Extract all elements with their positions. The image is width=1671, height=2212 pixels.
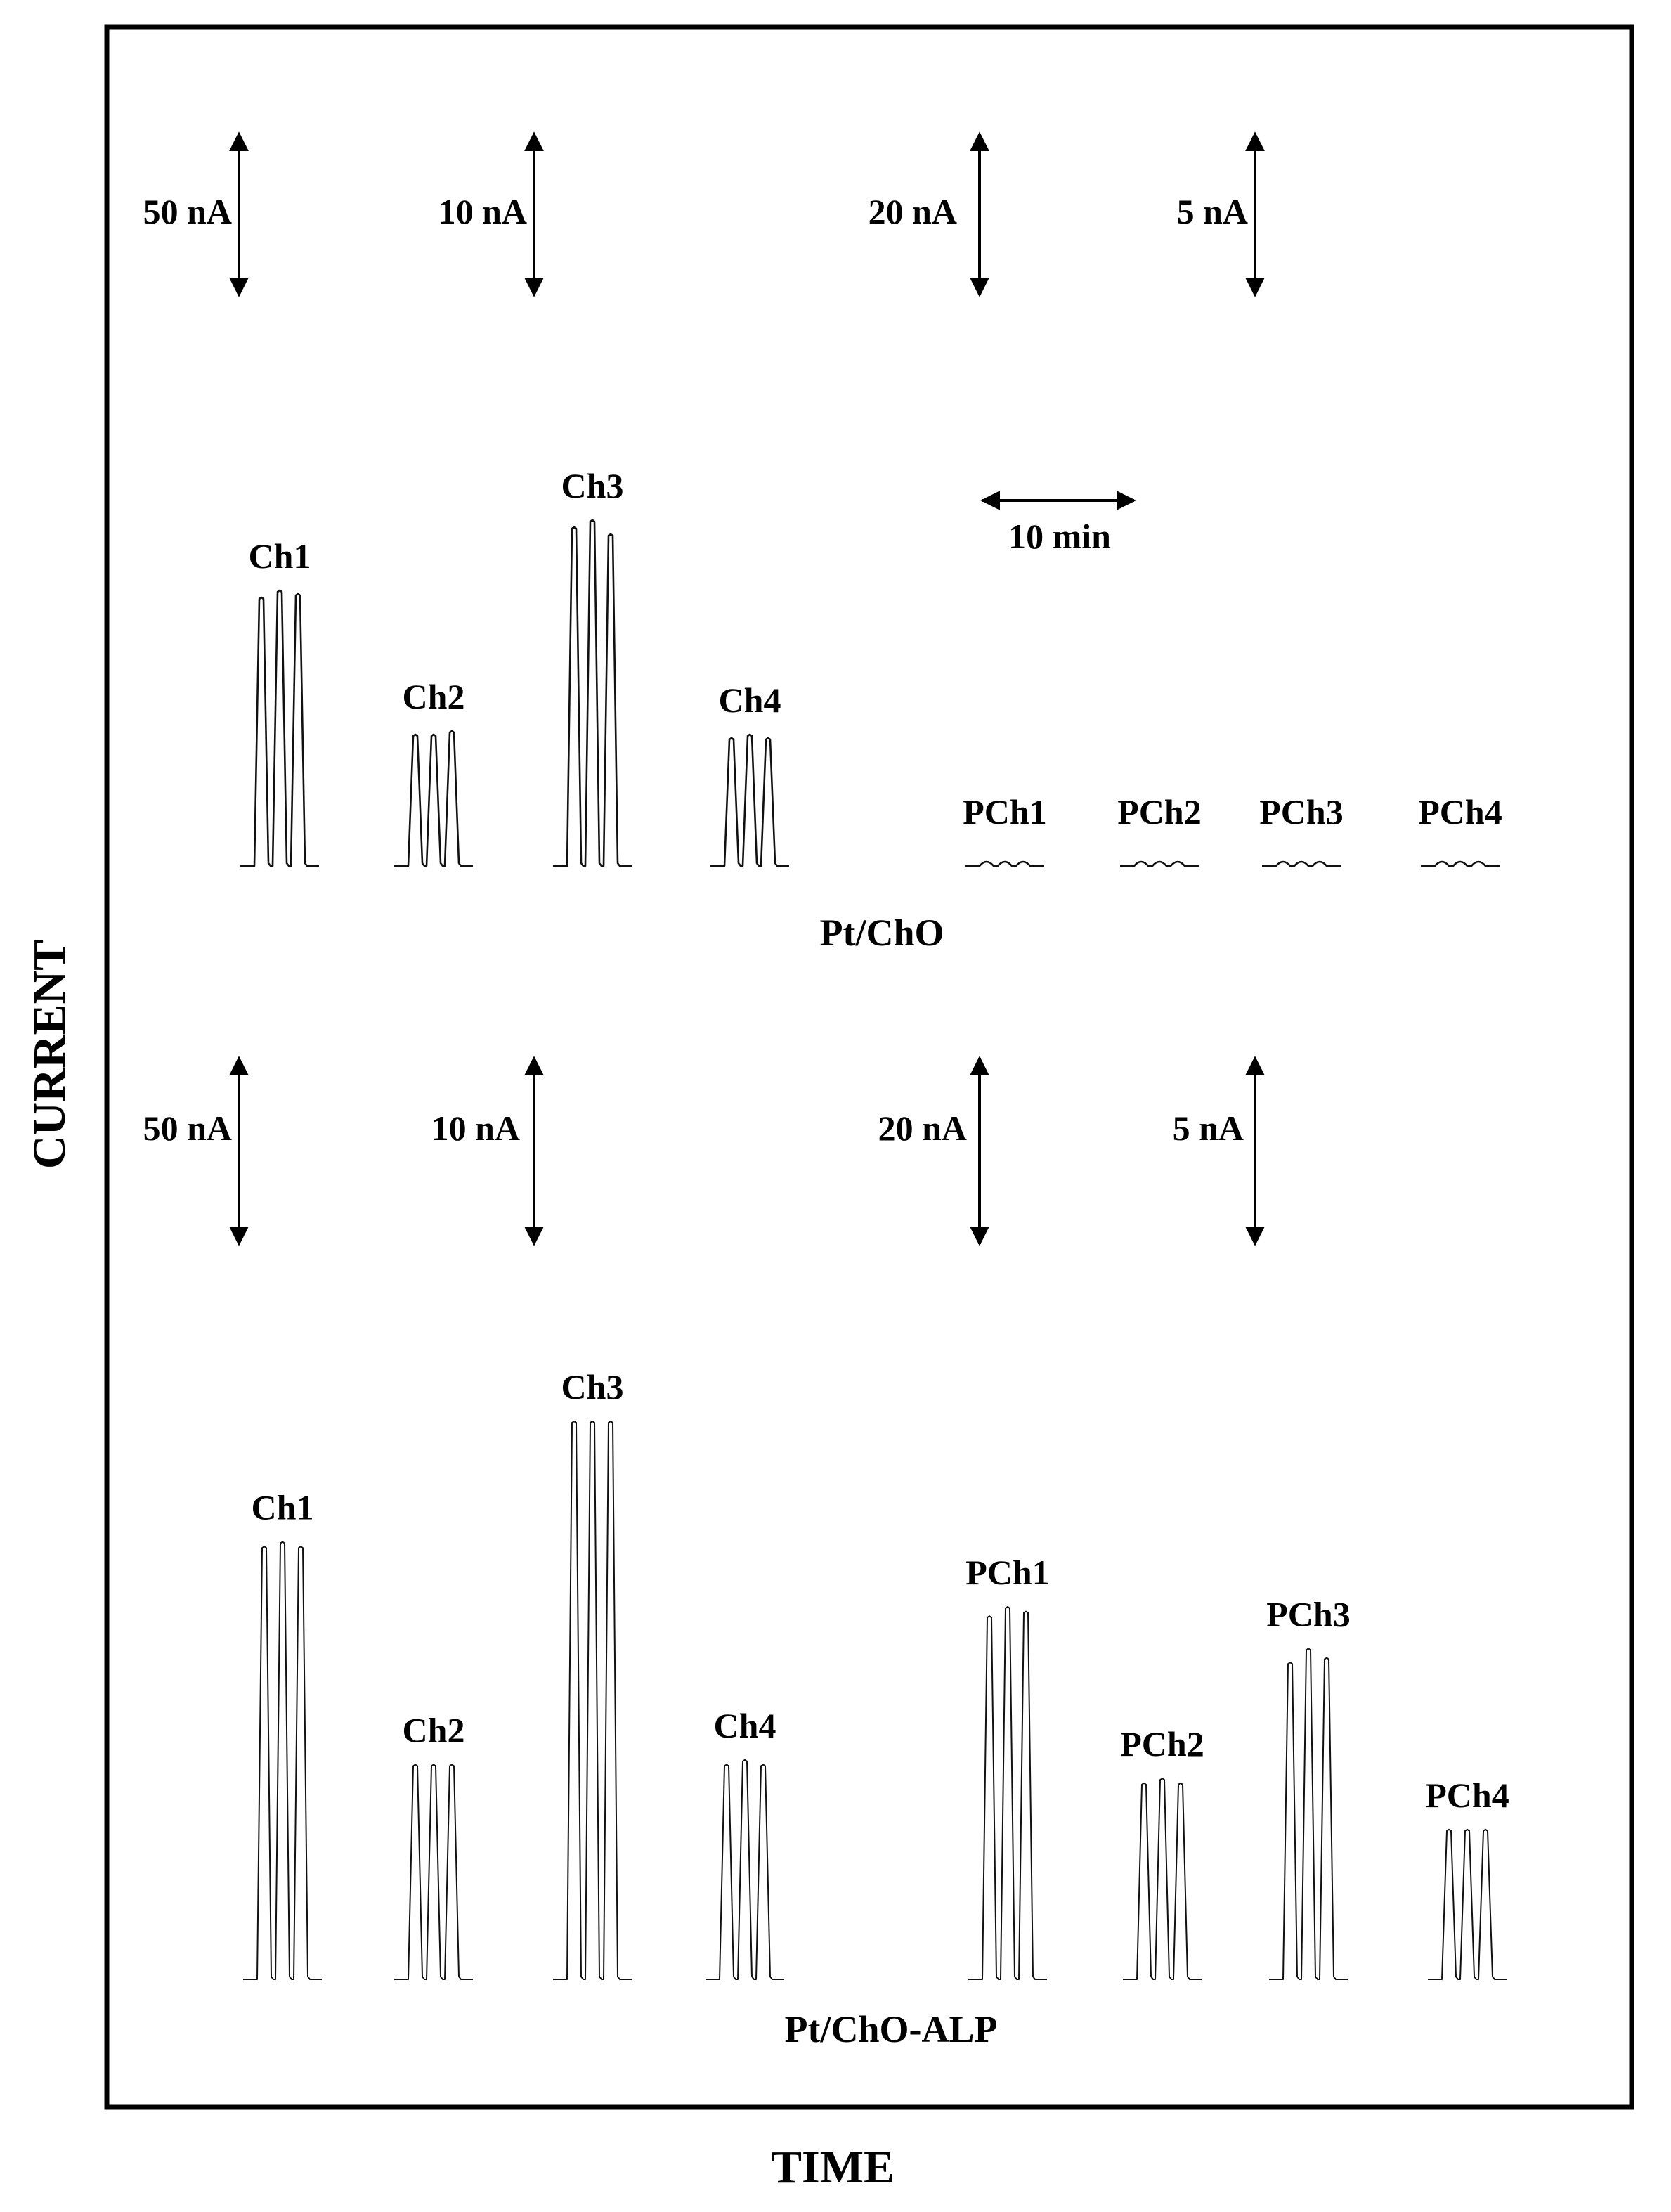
scale-label-50-na: 50 nA xyxy=(143,1108,232,1148)
trace-ch2 xyxy=(394,1764,473,1980)
peak-label-pch4: PCh4 xyxy=(1418,792,1502,832)
trace-ch2 xyxy=(394,730,473,867)
peak-label-ch2: Ch2 xyxy=(403,677,465,716)
panel-pt-cho: Pt/ChO 50 nA 10 nA 20 nA 5 nA Ch1 Ch2 Ch3 Ch4 PCh… xyxy=(143,131,1502,954)
peak-label-pch1: PCh1 xyxy=(965,1553,1049,1592)
peak-group-ch3: Ch3 xyxy=(553,466,632,867)
peak-group-ch2: Ch2 xyxy=(394,677,473,867)
trace-pch3 xyxy=(1262,860,1341,867)
scale-label-20-na: 20 nA xyxy=(869,192,957,231)
trace-pch2 xyxy=(1120,860,1199,867)
peak-group-ch3: Ch3 xyxy=(553,1367,632,1980)
trace-ch1 xyxy=(240,589,319,867)
panel-title: Pt/ChO xyxy=(819,912,944,954)
peak-group-pch2: PCh2 xyxy=(1117,792,1202,867)
peak-label-ch2: Ch2 xyxy=(403,1710,465,1749)
peak-label-pch1: PCh1 xyxy=(963,792,1046,832)
peak-label-ch4: Ch4 xyxy=(714,1706,776,1745)
scale-label-5-na: 5 nA xyxy=(1177,192,1248,231)
peak-label-pch2: PCh2 xyxy=(1117,792,1201,832)
figure-frame xyxy=(104,24,1634,2110)
peak-group-pch2: PCh2 xyxy=(1120,1724,1204,1980)
panel-title: Pt/ChO-ALP xyxy=(785,2008,998,2050)
x-axis-title: TIME xyxy=(771,2142,895,2193)
peak-label-ch3: Ch3 xyxy=(561,1367,624,1406)
trace-pch4 xyxy=(1428,1828,1507,1980)
time-scale-bar: 10 min xyxy=(980,491,1136,556)
peak-label-ch3: Ch3 xyxy=(561,466,624,505)
trace-ch1 xyxy=(243,1541,322,1980)
panel-pt-cho-alp: Pt/ChO-ALP 50 nA 10 nA 20 nA 5 nA Ch1 Ch2 Ch3 Ch… xyxy=(143,1056,1509,2050)
peak-group-pch1: PCh1 xyxy=(963,792,1047,867)
peak-group-ch4: Ch4 xyxy=(706,1706,784,1980)
trace-ch4 xyxy=(710,733,789,867)
trace-ch4 xyxy=(706,1759,784,1980)
y-axis-title: CURRENT xyxy=(24,940,75,1169)
scale-label-20-na: 20 nA xyxy=(878,1108,967,1148)
trace-pch1 xyxy=(965,860,1044,867)
peak-label-ch1: Ch1 xyxy=(252,1488,314,1527)
peak-label-pch2: PCh2 xyxy=(1120,1724,1204,1764)
trace-pch3 xyxy=(1269,1648,1348,1980)
peak-label-pch3: PCh3 xyxy=(1266,1594,1350,1634)
trace-ch3 xyxy=(553,1421,632,1980)
peak-group-pch3: PCh3 xyxy=(1259,792,1344,867)
peak-group-pch4: PCh4 xyxy=(1418,792,1502,867)
peak-label-pch3: PCh3 xyxy=(1259,792,1343,832)
trace-pch1 xyxy=(968,1606,1047,1980)
peak-group-pch1: PCh1 xyxy=(965,1553,1050,1980)
trace-pch2 xyxy=(1123,1778,1202,1980)
scale-label-50-na: 50 nA xyxy=(143,192,232,231)
peak-label-ch4: Ch4 xyxy=(719,680,781,720)
peak-group-ch1: Ch1 xyxy=(243,1488,322,1980)
scale-label-10-na: 10 nA xyxy=(438,192,527,231)
scale-label-5-na: 5 nA xyxy=(1173,1108,1244,1148)
peak-label-pch4: PCh4 xyxy=(1425,1776,1509,1815)
peak-group-pch3: PCh3 xyxy=(1266,1594,1351,1980)
trace-pch4 xyxy=(1421,860,1500,867)
peak-group-ch1: Ch1 xyxy=(240,536,319,867)
peak-group-ch4: Ch4 xyxy=(710,680,789,867)
peak-label-ch1: Ch1 xyxy=(249,536,311,576)
peak-group-ch2: Ch2 xyxy=(394,1710,473,1980)
trace-ch3 xyxy=(553,519,632,867)
peak-group-pch4: PCh4 xyxy=(1425,1776,1509,1980)
time-scale-label: 10 min xyxy=(1008,517,1111,556)
scale-label-10-na: 10 nA xyxy=(431,1108,520,1148)
